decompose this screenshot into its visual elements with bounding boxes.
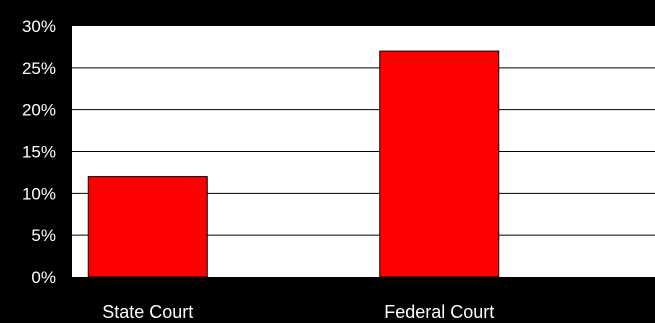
x-category-label: Federal Court [384, 302, 494, 322]
bar-state-court [87, 176, 208, 278]
y-tick-label: 0% [31, 268, 56, 287]
bar-federal-court [379, 50, 500, 278]
x-category-label: State Court [102, 302, 193, 322]
y-tick-label: 5% [31, 226, 56, 245]
y-tick-label: 25% [22, 59, 56, 78]
y-tick-label: 10% [22, 184, 56, 203]
y-tick-label: 30% [22, 17, 56, 36]
y-tick-label: 15% [22, 143, 56, 162]
y-tick-label: 20% [22, 101, 56, 120]
bars [87, 50, 500, 278]
x-axis-category-labels: State Court Federal Court [102, 302, 494, 322]
y-axis-tick-labels: 0% 5% 10% 15% 20% 25% 30% [22, 17, 56, 287]
